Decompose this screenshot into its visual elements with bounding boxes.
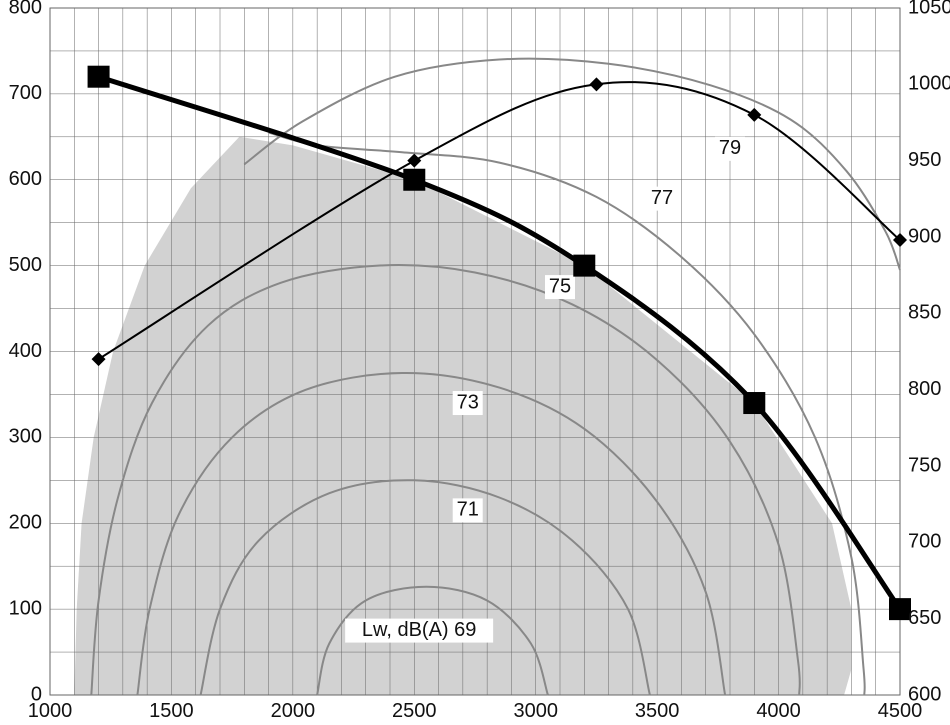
y-left-tick-label: 300 xyxy=(9,426,42,448)
pressure-point xyxy=(403,169,425,191)
y-right-tick-label: 750 xyxy=(908,454,941,476)
x-tick-label: 2000 xyxy=(271,700,316,722)
x-tick-label: 3000 xyxy=(513,700,558,722)
pressure-point xyxy=(743,392,765,414)
y-left-tick-label: 500 xyxy=(9,254,42,276)
contour-label: Lw, dB(A) 69 xyxy=(362,619,477,641)
y-right-tick-label: 900 xyxy=(908,225,941,247)
x-tick-label: 3500 xyxy=(635,700,680,722)
y-right-tick-label: 800 xyxy=(908,378,941,400)
rpm-point xyxy=(747,108,761,122)
y-left-tick-label: 600 xyxy=(9,168,42,190)
contour-label: 77 xyxy=(651,187,673,209)
y-right-tick-label: 950 xyxy=(908,149,941,171)
y-right-tick-label: 1000 xyxy=(908,73,950,95)
y-left-tick-label: 200 xyxy=(9,512,42,534)
y-right-tick-label: 850 xyxy=(908,302,941,324)
contour-label: 79 xyxy=(719,137,741,159)
fan-performance-chart: Lw, dB(A) 697173757779100015002000250030… xyxy=(0,0,950,725)
y-left-tick-label: 800 xyxy=(9,0,42,18)
y-left-tick-label: 100 xyxy=(9,597,42,619)
y-left-tick-label: 0 xyxy=(31,683,42,705)
rpm-point xyxy=(589,77,603,91)
contour-label: 71 xyxy=(457,499,479,521)
y-left-tick-label: 400 xyxy=(9,340,42,362)
y-right-tick-label: 650 xyxy=(908,607,941,629)
rpm-point xyxy=(407,154,421,168)
pressure-point xyxy=(573,255,595,277)
x-tick-label: 2500 xyxy=(392,700,437,722)
pressure-point xyxy=(88,66,110,88)
y-right-tick-label: 700 xyxy=(908,531,941,553)
rpm-point xyxy=(92,352,106,366)
x-tick-label: 1500 xyxy=(149,700,194,722)
y-right-tick-label: 1050 xyxy=(908,0,950,18)
y-right-tick-label: 600 xyxy=(908,683,941,705)
contour-label: 73 xyxy=(457,391,479,413)
x-tick-label: 4000 xyxy=(756,700,801,722)
contour-label: 75 xyxy=(549,275,571,297)
y-left-tick-label: 700 xyxy=(9,82,42,104)
